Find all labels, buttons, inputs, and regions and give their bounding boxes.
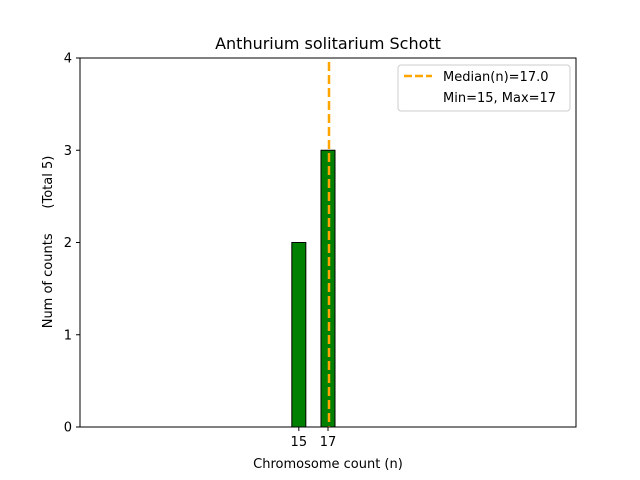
legend: Median(n)=17.0 Min=15, Max=17 <box>397 64 571 112</box>
y-tick-label-4: 4 <box>64 52 72 67</box>
y-tick-label-2: 2 <box>64 236 72 251</box>
y-tick-label-3: 3 <box>64 144 72 159</box>
x-tick-label-17: 17 <box>320 435 337 450</box>
y-tick-label-1: 1 <box>64 328 72 343</box>
bar-15 <box>291 242 307 428</box>
x-tick-label-15: 15 <box>291 435 308 450</box>
y-axis: 0 1 2 3 4 <box>64 52 80 436</box>
x-axis-label: Chromosome count (n) <box>253 457 403 472</box>
legend-frame <box>397 64 571 112</box>
y-axis-label: Num of counts (Total 5) <box>41 156 56 329</box>
x-axis: 15 17 <box>291 427 337 450</box>
y-tick-label-0: 0 <box>64 421 72 436</box>
legend-entry-minmax: Min=15, Max=17 <box>443 91 556 106</box>
legend-entry-median: Median(n)=17.0 <box>443 70 549 85</box>
chart-title: Anthurium solitarium Schott <box>215 34 441 53</box>
